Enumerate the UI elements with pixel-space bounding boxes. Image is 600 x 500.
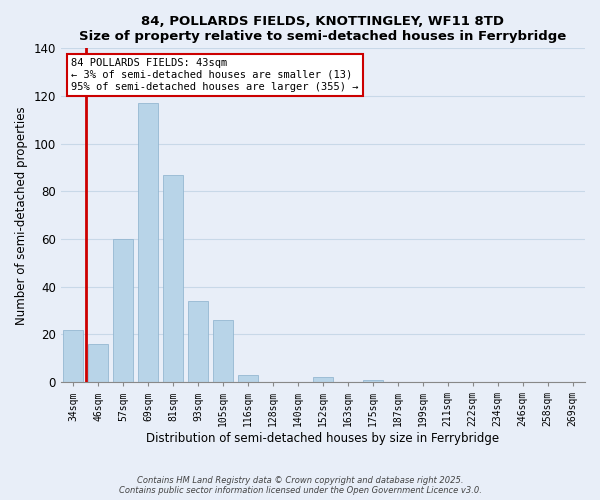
Bar (213, 320, 233, 382)
Text: 84 POLLARDS FIELDS: 43sqm
← 3% of semi-detached houses are smaller (13)
95% of s: 84 POLLARDS FIELDS: 43sqm ← 3% of semi-d… (71, 58, 359, 92)
Bar (163, 174, 183, 382)
Bar (313, 378, 333, 382)
X-axis label: Distribution of semi-detached houses by size in Ferrybridge: Distribution of semi-detached houses by … (146, 432, 499, 445)
Y-axis label: Number of semi-detached properties: Number of semi-detached properties (15, 106, 28, 324)
Bar (113, 239, 133, 382)
Bar (238, 375, 258, 382)
Text: Contains HM Land Registry data © Crown copyright and database right 2025.
Contai: Contains HM Land Registry data © Crown c… (119, 476, 481, 495)
Bar (138, 103, 158, 382)
Bar (63, 330, 83, 382)
Bar (88, 344, 108, 382)
Bar (363, 380, 383, 382)
Title: 84, POLLARDS FIELDS, KNOTTINGLEY, WF11 8TD
Size of property relative to semi-det: 84, POLLARDS FIELDS, KNOTTINGLEY, WF11 8… (79, 15, 566, 43)
Bar (188, 301, 208, 382)
